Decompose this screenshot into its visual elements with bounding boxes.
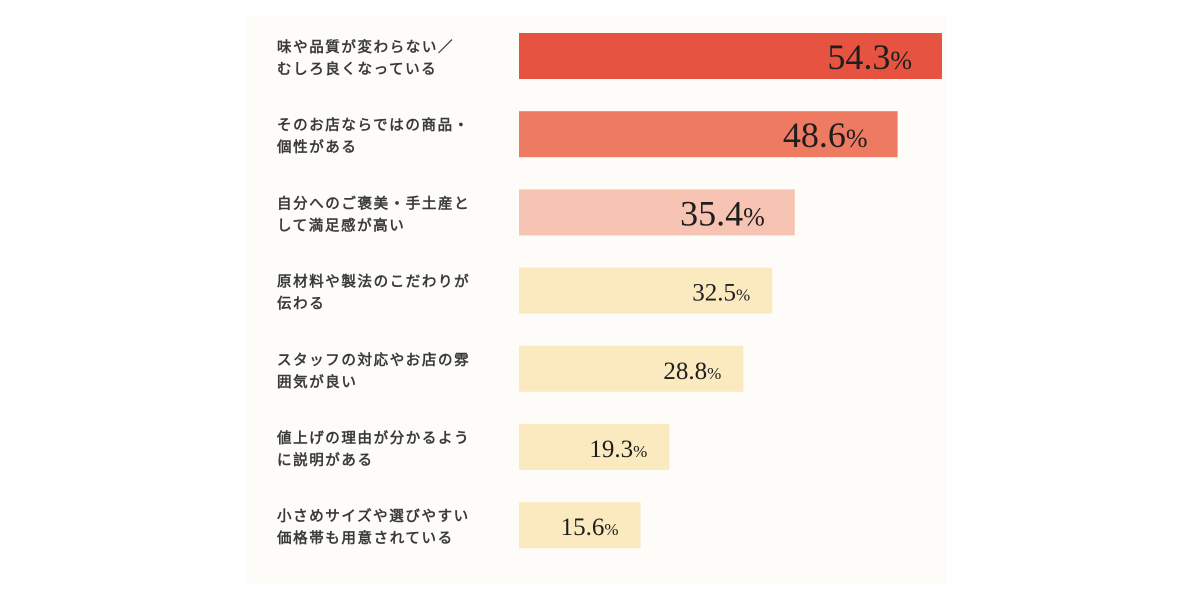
value-number: 28.8 (663, 358, 707, 385)
category-label-line: 価格帯も用意されている (276, 529, 454, 547)
category-label-7: 小さめサイズや選びやすい価格帯も用意されている (276, 507, 470, 547)
category-label-line: に説明がある (277, 451, 374, 469)
category-label-5: スタッフの対応やお店の雰囲気が良い (277, 351, 470, 391)
category-label-line: 自分へのご褒美・手土産と (277, 194, 470, 212)
category-label-line: 味や品質が変わらない／ (277, 38, 454, 56)
category-label-line: むしろ良くなっている (277, 60, 437, 78)
value-percent-sign: % (633, 442, 647, 461)
value-label-7: 15.6% (561, 514, 619, 541)
value-label-6: 19.3% (589, 436, 647, 463)
value-percent-sign: % (604, 520, 618, 539)
value-percent-sign: % (736, 286, 750, 305)
bar-3 (519, 189, 795, 236)
value-number: 35.4 (680, 193, 743, 233)
value-label-3: 35.4% (680, 193, 765, 233)
category-label-2: そのお店ならではの商品・個性がある (276, 116, 470, 156)
value-percent-sign: % (846, 124, 868, 153)
value-label-5: 28.8% (663, 358, 721, 385)
category-label-line: して満足感が高い (277, 216, 405, 234)
category-label-3: 自分へのご褒美・手土産として満足感が高い (277, 194, 470, 234)
value-percent-sign: % (743, 202, 765, 231)
category-label-4: 原材料や製法のこだわりが伝わる (277, 273, 470, 313)
category-label-line: 原材料や製法のこだわりが (277, 273, 470, 291)
category-label-line: 小さめサイズや選びやすい (277, 507, 470, 525)
category-label-line: スタッフの対応やお店の雰 (277, 351, 470, 369)
value-label-4: 32.5% (692, 280, 750, 307)
bar-1 (519, 33, 942, 79)
category-label-line: 伝わる (277, 295, 325, 313)
category-label-line: そのお店ならではの商品・ (277, 116, 470, 134)
category-label-line: 値上げの理由が分かるよう (276, 429, 470, 447)
value-number: 19.3 (589, 436, 633, 463)
value-label-1: 54.3% (827, 37, 912, 77)
bar-5 (519, 345, 744, 392)
value-number: 48.6 (783, 115, 846, 155)
bar-6 (519, 424, 670, 470)
value-number: 32.5 (692, 280, 736, 307)
category-label-6: 値上げの理由が分かるように説明がある (276, 429, 470, 469)
value-label-2: 48.6% (783, 115, 868, 155)
category-label-1: 味や品質が変わらない／ むしろ良くなっている (277, 38, 454, 78)
bar-4 (519, 267, 773, 314)
value-percent-sign: % (890, 46, 912, 75)
bar-7 (519, 502, 641, 549)
category-label-line: 囲気が良い (277, 373, 358, 391)
value-percent-sign: % (707, 364, 721, 383)
category-label-line: 個性がある (276, 138, 358, 156)
value-number: 15.6 (561, 514, 605, 541)
bar-2 (519, 111, 898, 158)
value-number: 54.3 (827, 37, 890, 77)
